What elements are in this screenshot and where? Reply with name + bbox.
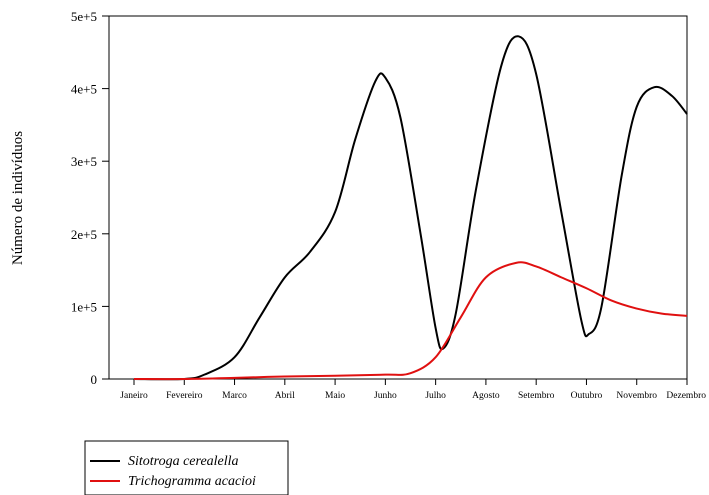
x-tick-label: Fevereiro xyxy=(166,391,203,401)
x-tick-label: Novembro xyxy=(616,391,657,401)
legend: Sitotroga cerealella Trichogramma acacio… xyxy=(84,440,289,495)
x-tick-label: Setembro xyxy=(518,391,555,401)
y-axis-label: Número de indivíduos xyxy=(10,131,26,265)
legend-label-trichogramma: Trichogramma acacioi xyxy=(128,474,256,489)
x-tick-label: Abril xyxy=(275,391,295,401)
y-tick-label: 4e+5 xyxy=(71,82,97,97)
plot-frame xyxy=(108,15,688,380)
legend-label-sitotroga: Sitotroga cerealella xyxy=(128,454,239,469)
x-tick-label: Agosto xyxy=(472,391,500,401)
y-tick-label: 3e+5 xyxy=(71,154,97,169)
series-line-trichogramma xyxy=(133,261,688,381)
x-tick-label: Janeiro xyxy=(120,391,148,401)
y-tick-label: 5e+5 xyxy=(71,9,97,24)
x-tick-label: Maio xyxy=(325,391,345,401)
y-tick-label: 0 xyxy=(91,372,98,387)
x-tick-label: Outubro xyxy=(571,391,603,401)
x-tick-label: Junho xyxy=(374,391,397,401)
y-ticks: 0 1e+5 2e+5 3e+5 4e+5 5e+5 xyxy=(71,9,109,387)
x-ticks: Janeiro Fevereiro Marco Abril Maio Junho Julho… xyxy=(120,379,706,401)
y-tick-label: 1e+5 xyxy=(71,299,97,314)
y-tick-label: 2e+5 xyxy=(71,227,97,242)
x-tick-label: Dezembro xyxy=(666,391,706,401)
series-line-sitotroga xyxy=(133,35,688,381)
x-tick-label: Marco xyxy=(222,391,247,401)
legend-box xyxy=(84,440,289,495)
series-lines xyxy=(133,35,688,381)
x-tick-label: Julho xyxy=(425,391,446,401)
